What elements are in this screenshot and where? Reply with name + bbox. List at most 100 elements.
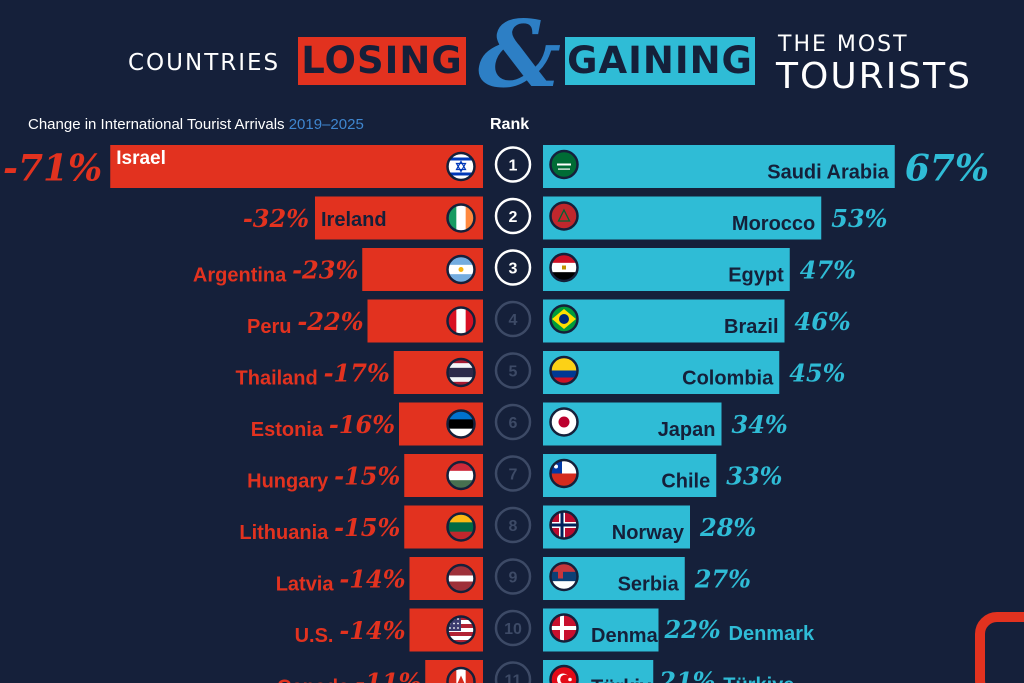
argentina-flag-icon [446,254,476,285]
ireland-flag-icon [446,203,476,233]
value-label-gaining-chile: 33% [726,462,782,491]
serbia-flag-icon [549,561,579,592]
country-label-t-rkiye: Türkiye [591,677,662,683]
rank-number-11: 11 [505,673,522,683]
bar-gaining-colombia [543,351,780,394]
value-label-gaining-norway: 28% [699,513,756,542]
estonia-flag-icon [446,409,476,439]
value-label-gaining-morocco: 53% [831,204,887,233]
hungary-flag-icon [446,460,476,491]
country-label-egypt: Egypt [728,265,784,287]
canada-flag-icon [446,666,476,683]
rank-circle-6 [494,403,532,441]
value-label-gaining-t-rkiye: 21% [658,667,715,683]
country-label-peru: Peru [247,316,291,338]
country-label-argentina: Argentina [193,265,287,287]
value-label-gaining-serbia: 27% [694,565,751,594]
value-label-gaining-brazil: 46% [795,307,851,336]
value-label-gaining-saudi-arabia: 67% [905,148,989,190]
us-flag-icon [446,615,476,645]
value-label-gaining-colombia: 45% [789,359,845,388]
title-ampersand: & [478,0,562,108]
chart-subtitle: Change in International Tourist Arrivals… [28,116,364,133]
title-gaining: GAINING [565,37,755,85]
rank-number-7: 7 [509,467,518,484]
rank-circle-3 [494,249,532,286]
country-label-israel: Israel [116,148,166,169]
rank-number-5: 5 [509,364,518,381]
country-label-u-s: U.S. [295,625,334,647]
rank-circle-9 [494,558,532,595]
rank-number-6: 6 [509,415,518,432]
rank-header: Rank [490,116,530,133]
lithuania-flag-icon [446,512,476,542]
value-label-losing-ireland: -32% [243,204,309,233]
rank-circle-7 [494,455,532,492]
country-label-outside-t-rkiye: Türkiye [723,675,794,683]
rank-circle-2 [494,197,532,235]
saudi-arabia-flag-icon [549,149,579,180]
rank-circle-1 [494,146,532,183]
rank-number-1: 1 [509,158,518,175]
value-label-losing-canada: -11% [355,668,421,683]
value-label-losing-latvia: -14% [339,565,405,594]
bar-gaining-egypt [543,248,790,291]
bar-gaining-morocco [543,196,822,240]
israel-flag-icon [446,151,476,182]
country-label-denmark: Denmark [591,625,677,647]
subtitle-years: 2019–2025 [288,116,364,133]
rank-number-4: 4 [509,312,518,329]
country-label-saudi-arabia: Saudi Arabia [767,162,889,184]
latvia-flag-icon [446,563,476,594]
title-the-most: THE MOST [778,32,909,57]
country-label-norway: Norway [612,522,685,544]
egypt-flag-icon [549,252,579,283]
denmark-flag-icon [549,613,579,643]
morocco-flag-icon [549,201,579,231]
country-label-latvia: Latvia [276,574,335,596]
value-label-losing-israel: -71% [3,148,102,190]
rank-circle-5 [494,352,532,389]
subtitle-text: Change in International Tourist Arrivals [28,116,285,133]
country-label-canada: Canada [277,677,350,683]
title-tourists: TOURISTS [776,56,972,97]
country-label-colombia: Colombia [682,368,774,390]
corner-decoration [975,612,1024,683]
country-label-morocco: Morocco [732,213,815,235]
rank-circle-4 [494,300,532,338]
bar-gaining-saudi-arabia [543,145,895,188]
country-label-serbia: Serbia [618,574,680,596]
value-label-gaining-japan: 34% [732,410,788,439]
rank-circle-11 [494,661,532,683]
country-label-lithuania: Lithuania [239,522,329,544]
value-label-losing-peru: -22% [297,307,363,336]
country-label-outside-denmark: Denmark [729,623,815,645]
chile-flag-icon [549,458,579,489]
country-label-hungary: Hungary [247,471,329,493]
value-label-losing-hungary: -15% [334,462,400,491]
value-label-gaining-denmark: 22% [664,615,721,644]
title-countries: COUNTRIES [128,50,281,76]
peru-flag-icon [446,306,476,336]
brazil-flag-icon [549,304,579,334]
value-label-losing-lithuania: -15% [334,513,400,542]
country-label-estonia: Estonia [251,419,324,441]
bar-losing-israel [110,145,483,188]
title-losing: LOSING [298,37,466,85]
country-label-thailand: Thailand [236,368,318,390]
country-label-chile: Chile [661,471,710,493]
country-label-japan: Japan [658,419,716,441]
thailand-flag-icon [446,357,476,388]
rank-number-8: 8 [509,518,518,535]
value-label-losing-u-s: -14% [339,616,405,645]
value-label-losing-estonia: -16% [329,410,395,439]
rank-number-10: 10 [504,621,522,638]
bar-gaining-brazil [543,299,785,343]
norway-flag-icon [549,510,579,540]
value-label-losing-thailand: -17% [324,359,390,388]
rank-number-3: 3 [509,261,518,278]
value-label-losing-argentina: -23% [292,256,358,285]
value-label-gaining-egypt: 47% [800,256,856,285]
